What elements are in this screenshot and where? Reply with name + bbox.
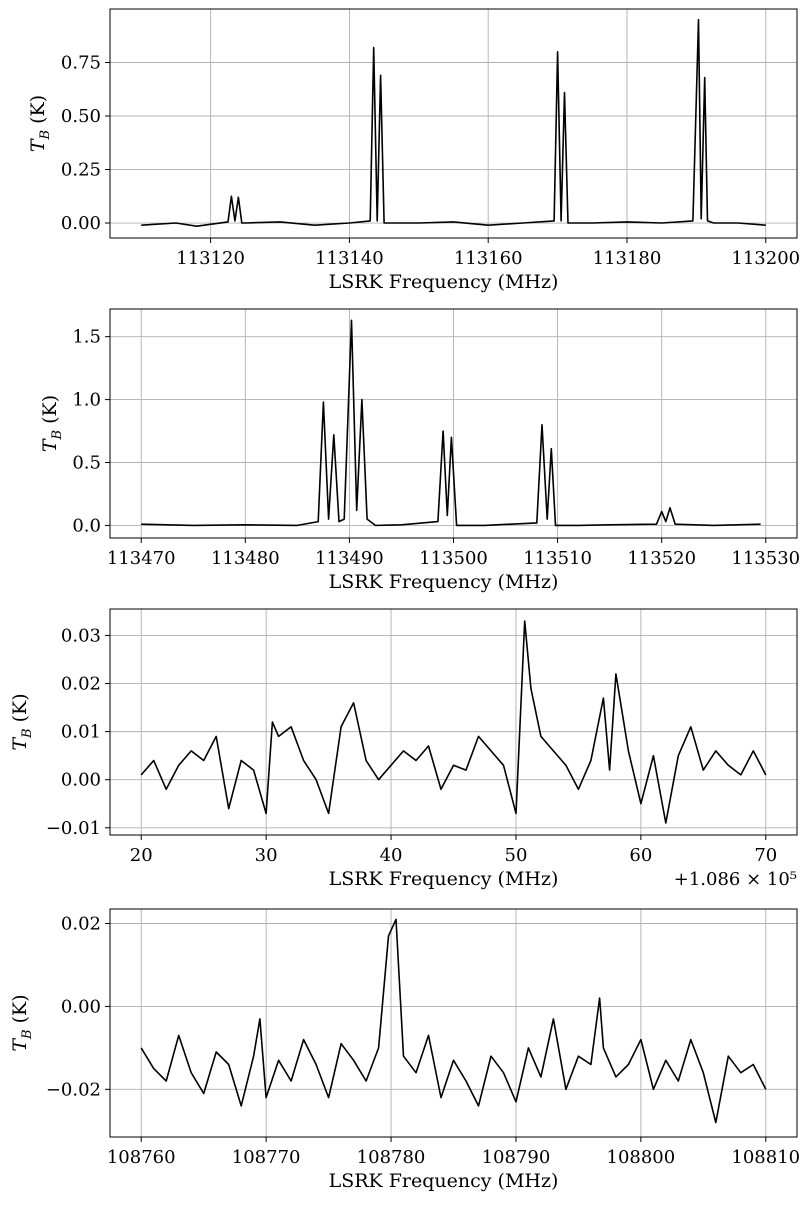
x-tick-label: 30 xyxy=(255,845,278,866)
x-tick-label: 113200 xyxy=(731,248,800,269)
x-offset-label: +1.086 × 10⁵ xyxy=(674,869,797,890)
x-axis-label: LSRK Frequency (MHz) xyxy=(329,571,559,593)
x-tick-label: 40 xyxy=(380,845,403,866)
x-tick-label: 108810 xyxy=(731,1147,800,1168)
y-tick-label: 0.00 xyxy=(61,213,101,234)
x-tick-label: 70 xyxy=(754,845,777,866)
y-tick-label: 0.50 xyxy=(61,106,101,127)
y-tick-label: 0.00 xyxy=(61,770,101,791)
y-tick-label: 0.02 xyxy=(61,674,101,695)
y-tick-label: 1.0 xyxy=(72,390,101,411)
y-axis-label: TB (K) xyxy=(9,693,35,750)
chart-panel-2: 113470 113480 113490 113500 113510 113520 1135… xyxy=(39,308,800,593)
x-tick-label: 50 xyxy=(505,845,528,866)
spectrum-line xyxy=(141,319,761,527)
x-tick-label: 113470 xyxy=(107,548,176,569)
x-tick-label: 113140 xyxy=(315,248,384,269)
y-axis-label: TB (K) xyxy=(9,994,35,1051)
x-tick-label: 113490 xyxy=(315,548,384,569)
x-tick-label: 108770 xyxy=(232,1147,301,1168)
x-tick-label: 113120 xyxy=(176,248,245,269)
x-tick-label: 108760 xyxy=(107,1147,176,1168)
chart-panel-4: 108760 108770 108780 108790 108800 108810 −0.0… xyxy=(9,908,800,1192)
spectrum-line xyxy=(140,918,767,1124)
spectrum-line xyxy=(141,18,766,227)
y-tick-label: 1.5 xyxy=(72,327,101,348)
x-axis-label: LSRK Frequency (MHz) xyxy=(329,868,559,890)
x-tick-label: 113160 xyxy=(454,248,523,269)
plot-frame xyxy=(109,908,798,1138)
y-tick-label: 0.75 xyxy=(61,53,101,74)
x-tick-label: 108790 xyxy=(482,1147,551,1168)
x-tick-label: 60 xyxy=(629,845,652,866)
x-tick-label: 108800 xyxy=(607,1147,676,1168)
y-axis-label: TB (K) xyxy=(27,95,53,152)
y-tick-label: −0.02 xyxy=(46,1079,101,1100)
y-tick-label: 0.0 xyxy=(72,515,101,536)
x-axis-label: LSRK Frequency (MHz) xyxy=(329,1170,559,1192)
y-tick-label: 0.03 xyxy=(61,625,101,646)
y-tick-label: 0.02 xyxy=(61,914,101,935)
x-tick-label: 113510 xyxy=(523,548,592,569)
x-tick-label: 108780 xyxy=(357,1147,426,1168)
x-tick-label: 113480 xyxy=(211,548,280,569)
chart-panel-1: 113120 113140 113160 113180 113200 0.00 0.25 0.… xyxy=(27,8,800,293)
y-axis-label: TB (K) xyxy=(39,395,65,452)
x-tick-label: 113520 xyxy=(627,548,696,569)
y-tick-label: 0.25 xyxy=(61,160,101,181)
spectrum-line xyxy=(140,620,767,824)
x-axis-label: LSRK Frequency (MHz) xyxy=(329,271,559,293)
x-tick-label: 113530 xyxy=(731,548,800,569)
y-tick-label: 0.00 xyxy=(61,996,101,1017)
plot-frame xyxy=(109,8,798,239)
y-tick-label: −0.01 xyxy=(46,818,101,839)
y-tick-label: 0.01 xyxy=(61,722,101,743)
x-tick-label: 113500 xyxy=(419,548,488,569)
y-tick-label: 0.5 xyxy=(72,453,101,474)
x-tick-label: 20 xyxy=(130,845,153,866)
x-tick-label: 113180 xyxy=(593,248,662,269)
chart-panel-3: 20 30 40 50 60 70 −0.01 0.00 0.01 0.02 0.03 LSRK Fr… xyxy=(9,608,798,890)
plot-frame xyxy=(109,608,798,836)
